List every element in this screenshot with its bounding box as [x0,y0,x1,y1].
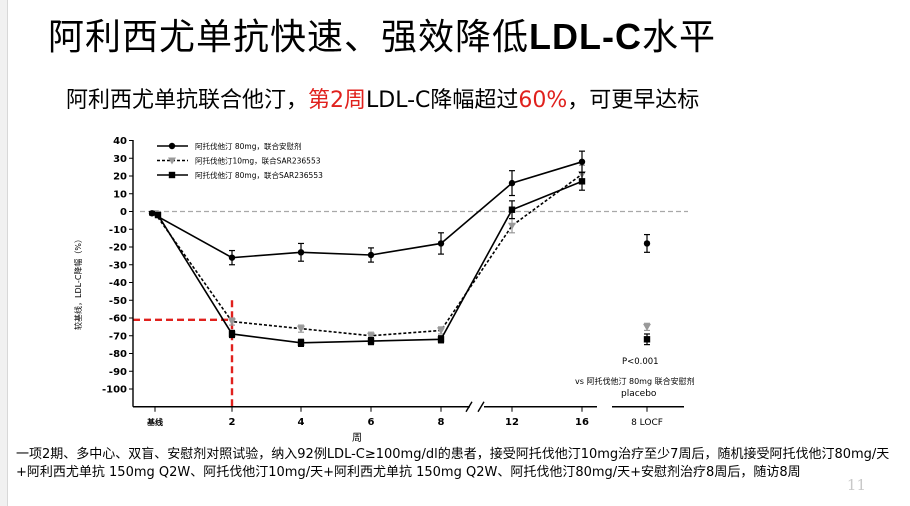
series-3-point [297,339,305,347]
series-2-point [228,318,236,326]
y-tick-label: -40 [109,278,127,289]
y-tick-label: -30 [109,260,127,271]
legend-label: 阿托伐他汀 80mg，联合SAR236553 [195,170,323,180]
study-footnote: 一项2期、多中心、双盲、安慰剂对照试验，纳入92例LDL-C≥100mg/dl的… [16,447,890,480]
legend-marker [168,171,176,179]
y-tick-label: -80 [109,349,127,360]
series-1-point [148,210,156,217]
series-1-point [437,240,445,247]
y-tick-label: -60 [109,314,127,325]
legend-item-3: 阿托伐他汀 80mg，联合SAR236553 [157,170,323,180]
y-tick-label: 20 [113,172,127,183]
legend-marker [168,157,176,165]
y-tick-label: 40 [113,136,127,147]
y-tick-label: -50 [109,296,127,307]
y-tick-label: -10 [109,225,127,236]
series-3-locf-point [643,336,651,343]
title-suffix: 水平 [641,17,716,58]
series-2-point [508,222,516,230]
series-3-point [154,211,162,219]
series-2 [151,164,651,340]
series-1-locf-point [643,240,651,247]
title-strong: LDL-C [529,16,642,57]
y-tick-label: 30 [113,154,127,165]
x-tick-label: 基线 [146,417,163,427]
p-value-annotation: P<0.001 [622,357,659,367]
series-3-point [578,178,586,185]
series-3 [154,171,651,347]
series-1-point [228,254,236,261]
axis-break-mark-2 [477,401,485,413]
y-tick-label: 0 [120,207,127,218]
slide-title: 阿利西尤单抗快速、强效降低LDL-C水平 [48,8,716,60]
comparison-annotation: vs 阿托伐他汀 80mg 联合安慰剂 [575,376,695,386]
y-tick-label: -70 [109,331,127,342]
subtitle-part3: ，可更早达标 [567,88,700,113]
legend-item-1: 阿托伐他汀 80mg，联合安慰剂 [157,141,302,151]
subtitle-highlight-percent: 60% [518,88,568,113]
subtitle-highlight-week: 第2周 [308,88,367,113]
series-3-point [228,330,236,338]
y-tick-label: -100 [102,385,127,396]
legend-label: 阿托伐他汀 80mg，联合安慰剂 [195,141,302,151]
legend-marker [168,142,176,150]
x-tick-label: 6 [368,417,375,428]
x-tick-label: 2 [229,417,236,428]
series-2-point [297,325,305,333]
x-axis-label: 周 [352,432,362,444]
subtitle-part1: 阿利西尤单抗联合他汀， [66,88,309,113]
x-tick-label: 4 [298,417,305,428]
series-3-point [437,336,445,343]
chart-series-layer [148,150,651,347]
subtitle-part2: LDL-C降幅超过 [366,88,519,113]
series-2-locf-point [643,323,651,331]
placebo-annotation: placebo [621,389,657,399]
x-tick-label: 16 [575,417,589,428]
x-tick-label-locf: 8 LOCF [631,418,663,428]
series-2-point [367,332,375,340]
series-1-point [297,249,305,256]
y-tick-label: -90 [109,367,127,378]
series-1-point [367,251,375,259]
chart-axes-layer: 40 30 20 10 0 -10 -20 -30 -40 -50 -60 -70 -80 -90 -100… [73,136,684,444]
legend-label: 阿托伐他汀10mg，联合SAR236553 [195,156,321,166]
y-axis-label: 较基线，LDL-C降幅（%） [73,235,83,330]
slide-left-rule [0,0,8,506]
x-tick-label: 12 [505,417,519,428]
series-1-point [578,158,586,165]
y-tick-label: -20 [109,243,127,254]
series-1 [148,150,651,266]
legend-item-2: 阿托伐他汀10mg，联合SAR236553 [157,156,321,166]
series-3-point [508,206,516,213]
series-3-point [367,337,375,345]
title-prefix: 阿利西尤单抗快速、强效降低 [48,17,530,58]
x-tick-label: 8 [438,417,445,428]
axis-break-mark-1 [465,401,473,413]
series-2-point [437,327,445,335]
chart-annotations: P<0.001 vs 阿托伐他汀 80mg 联合安慰剂 placebo [575,357,695,399]
page-number: 11 [846,476,866,494]
series-1-point [508,179,516,187]
y-tick-label: 10 [113,189,127,200]
slide-subtitle: 阿利西尤单抗联合他汀，第2周LDL-C降幅超过60%，可更早达标 [66,82,699,114]
